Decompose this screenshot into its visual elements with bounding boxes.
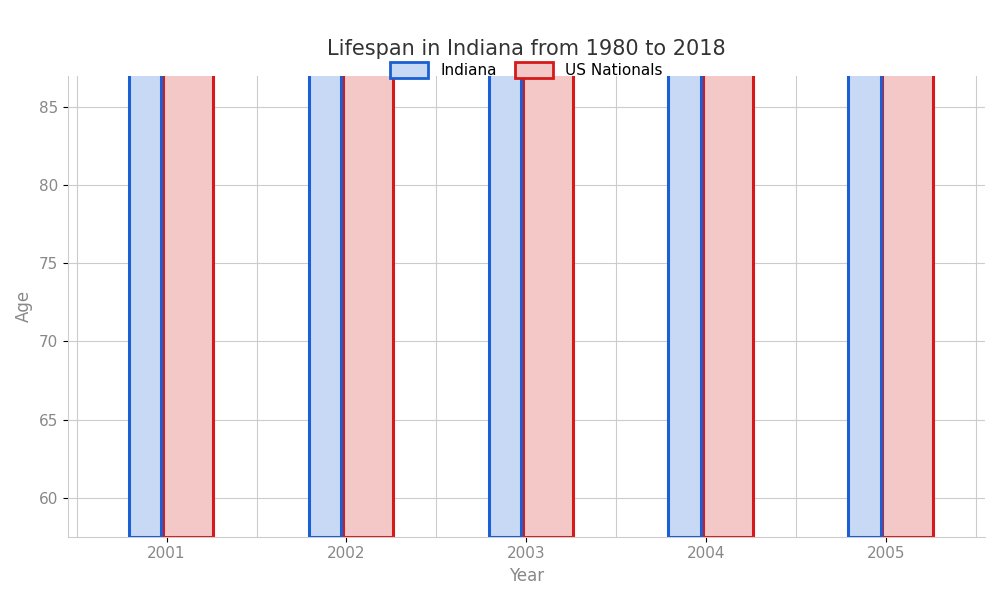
Bar bbox=[163, 0, 213, 537]
Legend: Indiana, US Nationals: Indiana, US Nationals bbox=[384, 56, 669, 84]
Bar bbox=[668, 0, 701, 537]
Bar bbox=[343, 0, 393, 537]
Bar bbox=[523, 0, 573, 537]
Bar bbox=[489, 0, 521, 537]
Title: Lifespan in Indiana from 1980 to 2018: Lifespan in Indiana from 1980 to 2018 bbox=[327, 39, 726, 59]
Y-axis label: Age: Age bbox=[15, 290, 33, 322]
Bar bbox=[129, 0, 161, 537]
Bar bbox=[703, 0, 753, 537]
X-axis label: Year: Year bbox=[509, 567, 544, 585]
Bar bbox=[848, 0, 881, 537]
Bar bbox=[309, 0, 341, 537]
Bar bbox=[882, 0, 933, 537]
